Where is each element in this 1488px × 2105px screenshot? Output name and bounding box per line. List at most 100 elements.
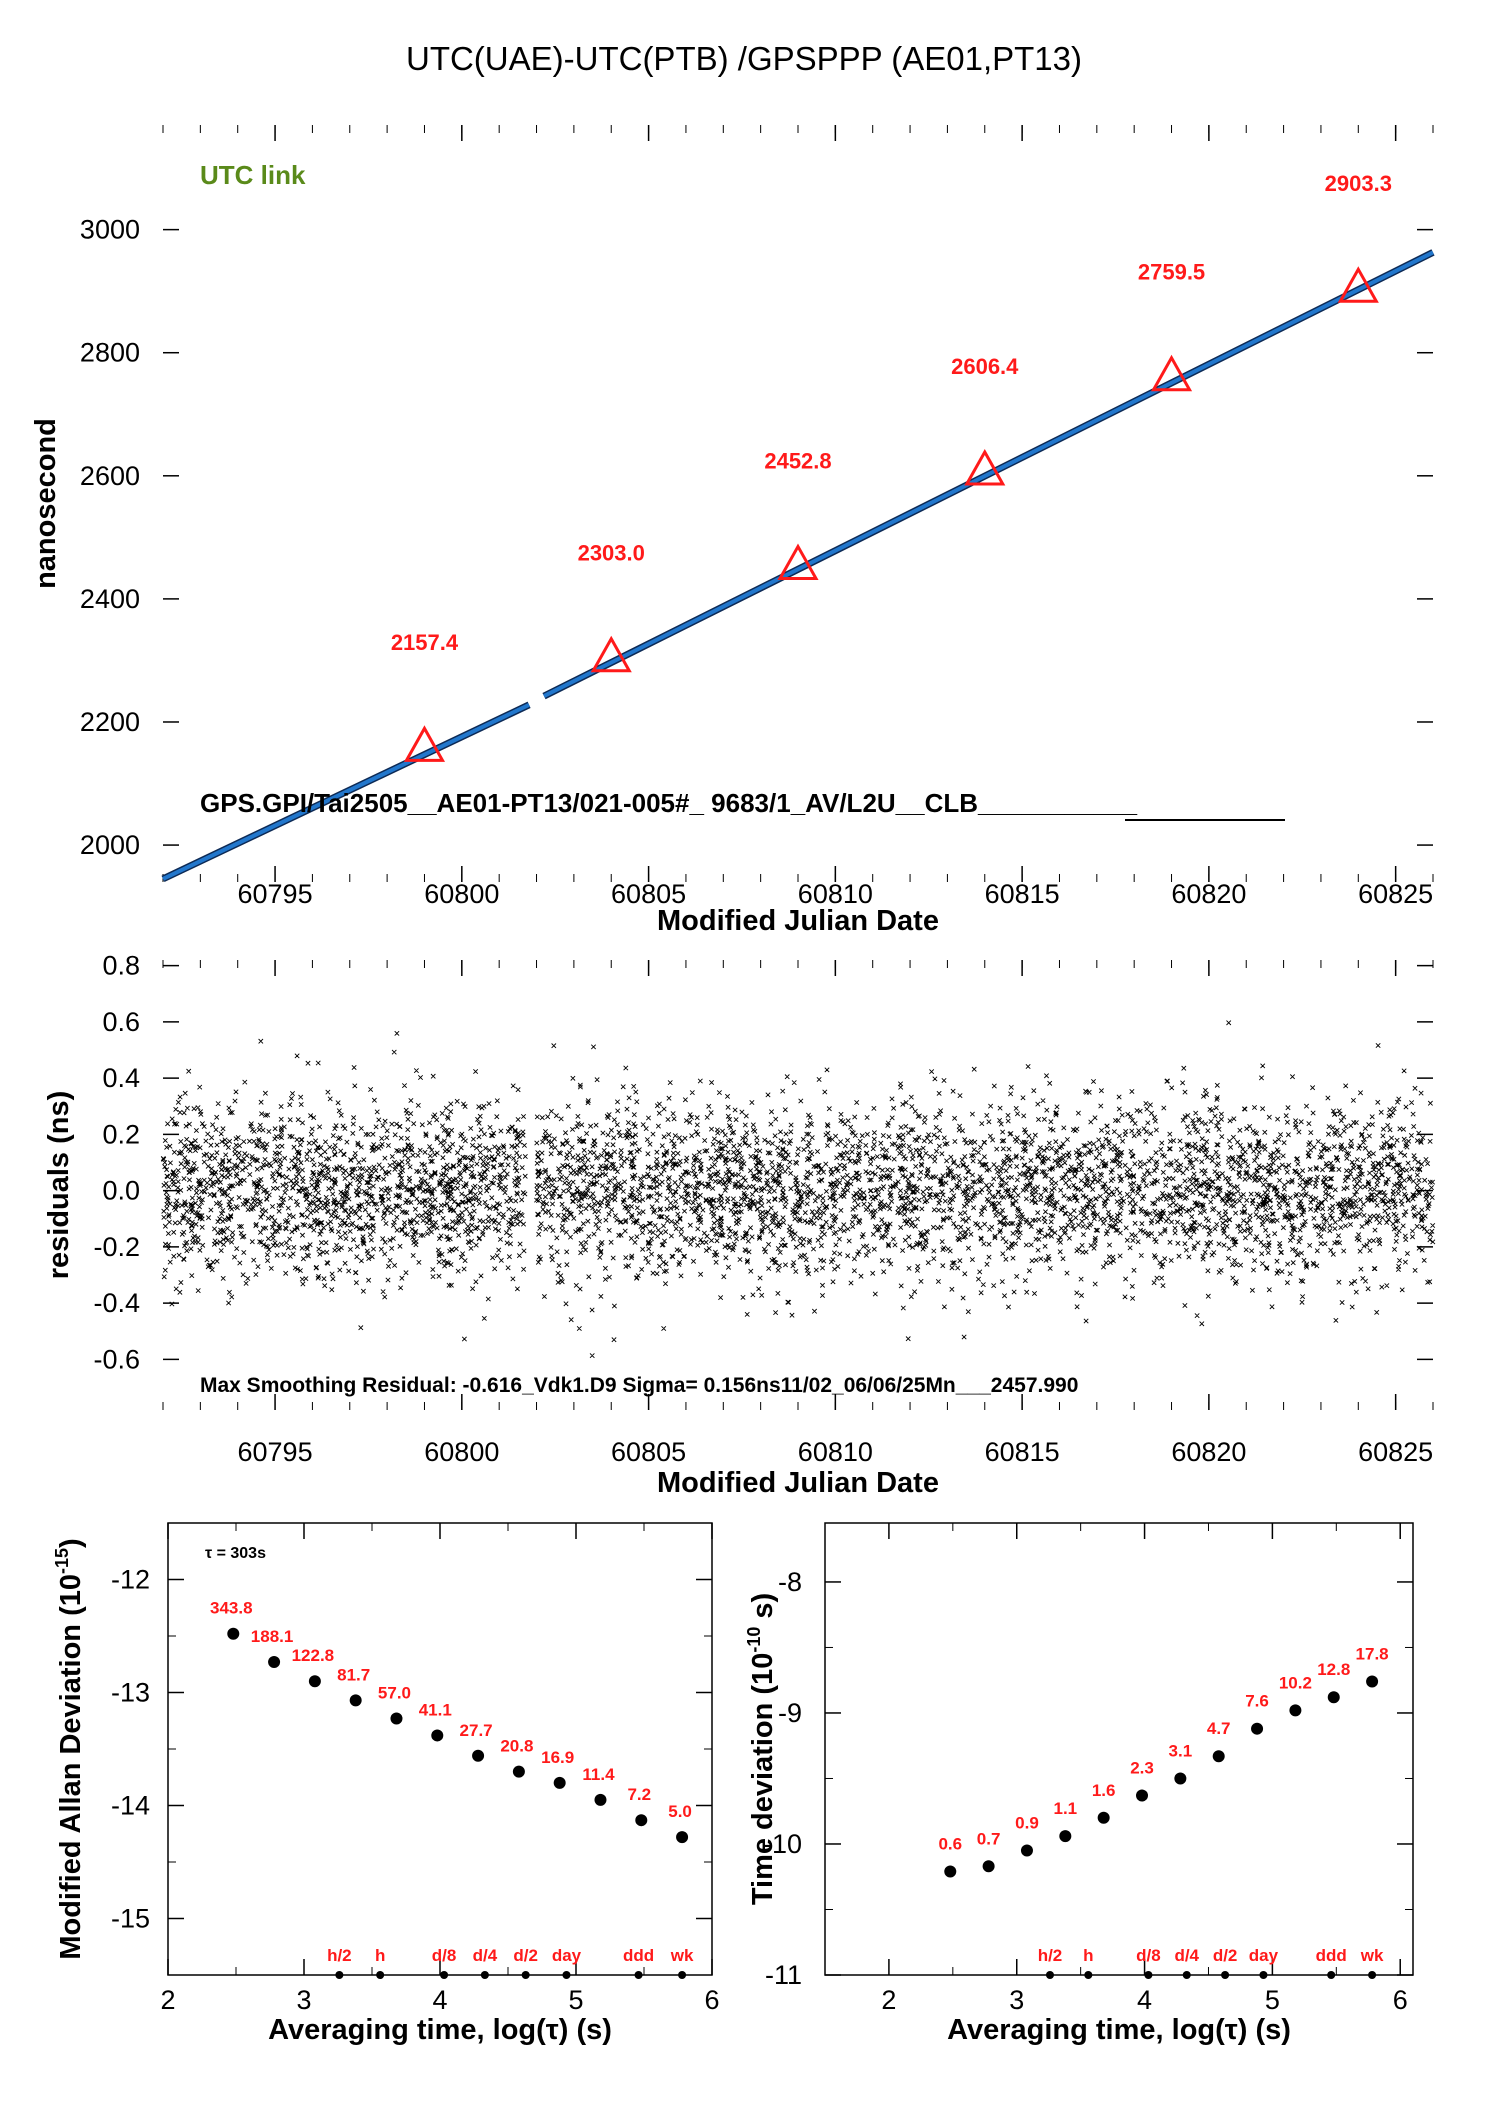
y-axis-label: Time deviation (10-10 s)	[744, 1593, 779, 1905]
data-point-label: 1.6	[1092, 1781, 1116, 1800]
data-point	[268, 1655, 281, 1668]
x-tick-label: 60825	[1358, 1437, 1433, 1467]
data-point	[1327, 1691, 1340, 1704]
data-point	[635, 1814, 648, 1827]
x-tick-label: 5	[1265, 1985, 1280, 2015]
marker-value-label: 2759.5	[1138, 260, 1205, 285]
triangle-marker	[1337, 266, 1379, 303]
data-point-label: 0.7	[977, 1829, 1001, 1848]
data-point-label: 57.0	[378, 1683, 411, 1702]
y-tick-label: -11	[765, 1960, 802, 1990]
data-point-label: 2.3	[1130, 1759, 1154, 1778]
period-label: ddd	[1316, 1946, 1347, 1965]
x-tick-label: 60795	[238, 879, 313, 909]
data-point	[1174, 1772, 1187, 1785]
marker-value-label: 2606.4	[951, 354, 1019, 379]
period-label: d/4	[473, 1946, 498, 1965]
data-point-label: 122.8	[292, 1646, 335, 1665]
data-point	[553, 1776, 566, 1789]
y-axis-label: Modified Allan Deviation (10-15)	[52, 1538, 87, 1959]
x-tick-label: 3	[1009, 1985, 1024, 2015]
data-point	[944, 1865, 957, 1878]
x-axis-label: Modified Julian Date	[657, 1467, 939, 1499]
period-marker	[1259, 1971, 1268, 1979]
x-tick-label: 2	[881, 1985, 896, 2015]
y-tick-label: -9	[778, 1698, 802, 1728]
data-line	[543, 250, 1434, 698]
data-point-label: 10.2	[1279, 1673, 1312, 1692]
data-point	[512, 1765, 525, 1778]
y-axis-label: nanosecond	[30, 418, 62, 589]
x-tick-label: 60825	[1358, 879, 1433, 909]
data-point	[1366, 1675, 1379, 1688]
x-tick-label: 60810	[798, 1437, 873, 1467]
period-label: d/8	[1136, 1946, 1161, 1965]
period-marker	[634, 1971, 643, 1979]
marker-value-label: 2157.4	[391, 630, 459, 655]
tau-note: τ = 303s	[205, 1545, 266, 1562]
data-point-label: 3.1	[1169, 1741, 1193, 1760]
data-point	[1097, 1811, 1110, 1824]
period-marker	[440, 1971, 449, 1979]
y-tick-label: 2800	[80, 338, 140, 368]
y-tick-label: 0.6	[102, 1007, 140, 1037]
data-point	[431, 1729, 444, 1742]
y-tick-label: -0.2	[93, 1232, 140, 1262]
x-tick-label: 60800	[424, 1437, 499, 1467]
data-point-label: 11.4	[582, 1765, 615, 1784]
period-label: d/4	[1174, 1946, 1199, 1965]
y-tick-label: -8	[778, 1567, 802, 1597]
y-tick-label: -12	[111, 1565, 150, 1595]
period-label: h	[1083, 1946, 1093, 1965]
x-tick-label: 3	[296, 1985, 311, 2015]
y-tick-label: 2600	[80, 461, 140, 491]
data-point	[227, 1627, 240, 1640]
data-point-label: 4.7	[1207, 1719, 1231, 1738]
data-point	[1136, 1789, 1149, 1802]
period-label: h/2	[327, 1946, 352, 1965]
x-tick-label: 60815	[985, 879, 1060, 909]
data-line	[162, 702, 530, 881]
utc-link-label: UTC link	[200, 160, 306, 190]
period-marker	[521, 1971, 530, 1979]
y-tick-label: 0.0	[102, 1176, 140, 1206]
data-point	[1212, 1750, 1225, 1763]
data-point-label: 41.1	[419, 1700, 452, 1719]
x-axis-label: Averaging time, log(τ) (s)	[268, 2014, 612, 2046]
period-label: wk	[670, 1946, 694, 1965]
data-point-label: 27.7	[460, 1721, 493, 1740]
x-axis-label: Modified Julian Date	[657, 905, 939, 937]
period-label: d/2	[513, 1946, 538, 1965]
link-info-text: GPS.GPI/Tai2505__AE01-PT13/021-005#_ 968…	[200, 788, 1138, 818]
data-point-label: 12.8	[1317, 1660, 1350, 1679]
y-tick-label: 2400	[80, 584, 140, 614]
data-point	[1059, 1830, 1072, 1843]
x-tick-label: 60820	[1171, 879, 1246, 909]
period-label: d/8	[432, 1946, 457, 1965]
data-point-label: 20.8	[500, 1737, 533, 1756]
page-title: UTC(UAE)-UTC(PTB) /GPSPPP (AE01,PT13)	[405, 40, 1082, 77]
utc-link-chart: 60795 60800 60805 60810 60815 60820 60825 2000 2…	[30, 125, 1435, 937]
y-tick-label: -0.4	[93, 1288, 140, 1318]
period-label: h	[375, 1946, 385, 1965]
x-tick-label: 60800	[424, 879, 499, 909]
data-point-label: 1.1	[1053, 1799, 1077, 1818]
period-marker	[335, 1971, 344, 1979]
x-tick-label: 6	[704, 1985, 719, 2015]
x-tick-label: 60805	[611, 1437, 686, 1467]
y-tick-label: 0.8	[102, 951, 140, 981]
data-point	[1020, 1844, 1033, 1857]
period-marker	[1327, 1971, 1336, 1979]
period-label: d/2	[1213, 1946, 1238, 1965]
data-point-label: 7.6	[1245, 1692, 1269, 1711]
plot-frame	[167, 1522, 713, 1976]
marker-value-label: 2303.0	[578, 541, 645, 566]
y-tick-label: 0.4	[102, 1063, 140, 1093]
marker-value-label: 2452.8	[764, 448, 831, 473]
data-point-label: 0.9	[1015, 1814, 1039, 1833]
y-tick-label: -14	[111, 1791, 150, 1821]
x-tick-label: 60815	[985, 1437, 1060, 1467]
residual-points	[160, 1020, 1436, 1359]
data-point	[594, 1793, 607, 1806]
